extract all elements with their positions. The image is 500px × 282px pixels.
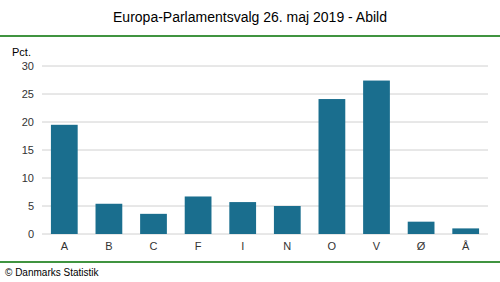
chart-container: Europa-Parlamentsvalg 26. maj 2019 - Abi… (0, 0, 500, 282)
title: Europa-Parlamentsvalg 26. maj 2019 - Abi… (113, 9, 387, 25)
x-tick-label: B (105, 240, 112, 252)
y-ticks: 0 5 10 15 20 25 30 (22, 60, 34, 240)
x-tick-label: Ø (417, 240, 426, 252)
x-tick-label: Å (462, 240, 470, 252)
y-tick-label: 10 (22, 172, 34, 184)
x-tick-label: F (195, 240, 202, 252)
y-tick-label: 25 (22, 88, 34, 100)
bar (363, 81, 390, 234)
x-tick-label: C (150, 240, 158, 252)
grid (42, 66, 488, 234)
y-tick-label: 5 (28, 200, 34, 212)
x-tick-label: O (328, 240, 337, 252)
y-tick-label: 20 (22, 116, 34, 128)
x-ticks: ABCFINOVØÅ (61, 240, 470, 252)
x-tick-label: V (373, 240, 381, 252)
bar (274, 206, 301, 234)
y-tick-label: 30 (22, 60, 34, 72)
bar (185, 196, 212, 234)
bar (452, 228, 479, 234)
y-tick-label: 0 (28, 228, 34, 240)
title-rule (0, 35, 500, 37)
grid-line (42, 66, 488, 67)
footer: © Danmarks Statistik (5, 267, 100, 278)
x-tick-label: N (283, 240, 291, 252)
y-tick-label: 15 (22, 144, 34, 156)
footer-rule (0, 261, 500, 263)
bar (408, 222, 435, 234)
grid-line (42, 94, 488, 95)
bar (229, 202, 256, 234)
bar (319, 99, 346, 234)
bars (51, 81, 479, 234)
bar (96, 204, 123, 234)
grid-line (42, 150, 488, 151)
x-tick-label: I (241, 240, 244, 252)
grid-line (42, 178, 488, 179)
grid-line (42, 122, 488, 123)
chart-svg: Europa-Parlamentsvalg 26. maj 2019 - Abi… (0, 0, 500, 282)
bar (140, 214, 167, 234)
bar (51, 125, 78, 234)
y-axis-label: Pct. (12, 46, 31, 58)
x-tick-label: A (61, 240, 69, 252)
